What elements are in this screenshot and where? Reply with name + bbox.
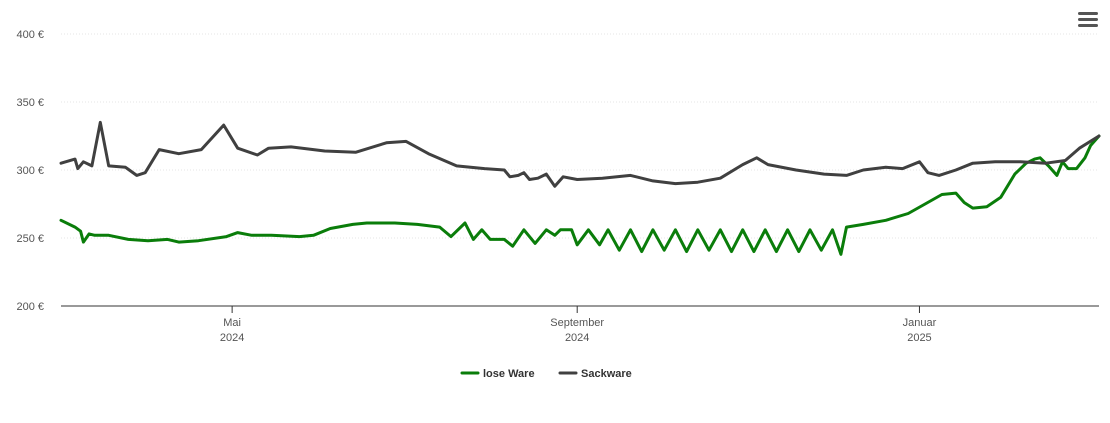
x-tick-year: 2024 (220, 332, 244, 344)
x-tick-label: Mai (223, 317, 241, 329)
legend-item[interactable]: Sackware (581, 368, 632, 380)
x-tick-label: September (550, 317, 604, 329)
grid-lines (61, 33, 1099, 239)
y-tick-label: 250 € (16, 233, 44, 245)
series-line-2[interactable] (59, 120, 1101, 188)
y-tick-label: 400 € (16, 29, 44, 41)
y-tick-label: 200 € (16, 301, 44, 313)
x-tick-label: Januar (903, 317, 937, 329)
x-tick-year: 2024 (565, 332, 589, 344)
series-line-1[interactable] (59, 134, 1101, 256)
x-tick-year: 2025 (907, 332, 931, 344)
legend: lose Ware Sackware (460, 368, 632, 380)
x-axis: Mai 2024 September 2024 Januar 2025 (61, 305, 1099, 344)
y-tick-label: 350 € (16, 97, 44, 109)
series-lines (59, 120, 1101, 256)
y-tick-label: 300 € (16, 165, 44, 177)
legend-item[interactable]: lose Ware (483, 368, 535, 380)
menu-icon[interactable] (1078, 12, 1098, 30)
y-axis: 400 € 350 € 300 € 250 € 200 € (16, 29, 44, 313)
